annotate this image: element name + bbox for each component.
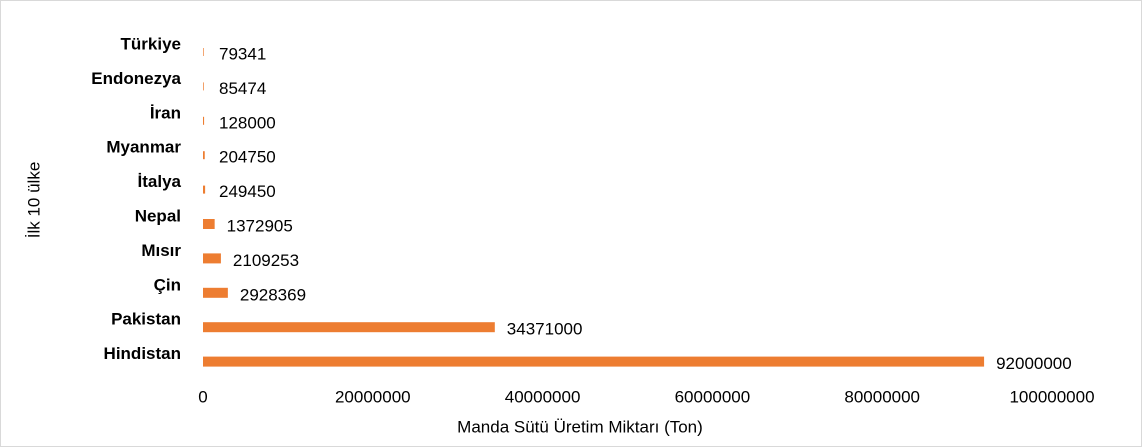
x-axis-title: Manda Sütü Üretim Miktarı (Ton): [457, 417, 703, 436]
value-label: 249450: [219, 182, 276, 201]
bar: [203, 185, 206, 194]
value-label: 2109253: [233, 251, 299, 270]
bar: [203, 356, 985, 367]
bar: [203, 287, 228, 298]
y-tick-label: Mısır: [141, 241, 181, 260]
y-tick-label: İtalya: [138, 172, 182, 191]
value-label: 85474: [219, 79, 266, 98]
value-label: 92000000: [996, 354, 1072, 373]
value-label: 79341: [219, 44, 266, 63]
bar: [203, 48, 204, 56]
y-tick-label: Türkiye: [121, 34, 181, 53]
bar: [203, 322, 495, 333]
y-tick-label: Çin: [154, 275, 181, 294]
value-label: 2928369: [240, 285, 306, 304]
bar: [203, 116, 205, 125]
y-tick-label: İran: [150, 103, 181, 122]
y-tick-label: Nepal: [135, 206, 181, 225]
bar: [203, 82, 204, 91]
x-tick-label: 100000000: [1009, 387, 1094, 406]
value-label: 34371000: [507, 320, 583, 339]
value-label: 1372905: [227, 216, 293, 235]
y-tick-label: Hindistan: [104, 344, 181, 363]
x-tick-label: 80000000: [844, 387, 920, 406]
value-label: 128000: [219, 113, 276, 132]
y-tick-label: Endonezya: [91, 69, 181, 88]
y-tick-label: Pakistan: [111, 310, 181, 329]
y-axis-title: İlk 10 ülke: [24, 162, 43, 239]
value-label: 204750: [219, 148, 276, 167]
bar: [203, 151, 205, 160]
bar: [203, 253, 221, 264]
x-tick-label: 60000000: [675, 387, 751, 406]
x-tick-label: 40000000: [505, 387, 581, 406]
y-tick-label: Myanmar: [106, 138, 181, 157]
bar: [203, 219, 215, 229]
x-tick-label: 0: [198, 387, 207, 406]
x-tick-label: 20000000: [335, 387, 411, 406]
